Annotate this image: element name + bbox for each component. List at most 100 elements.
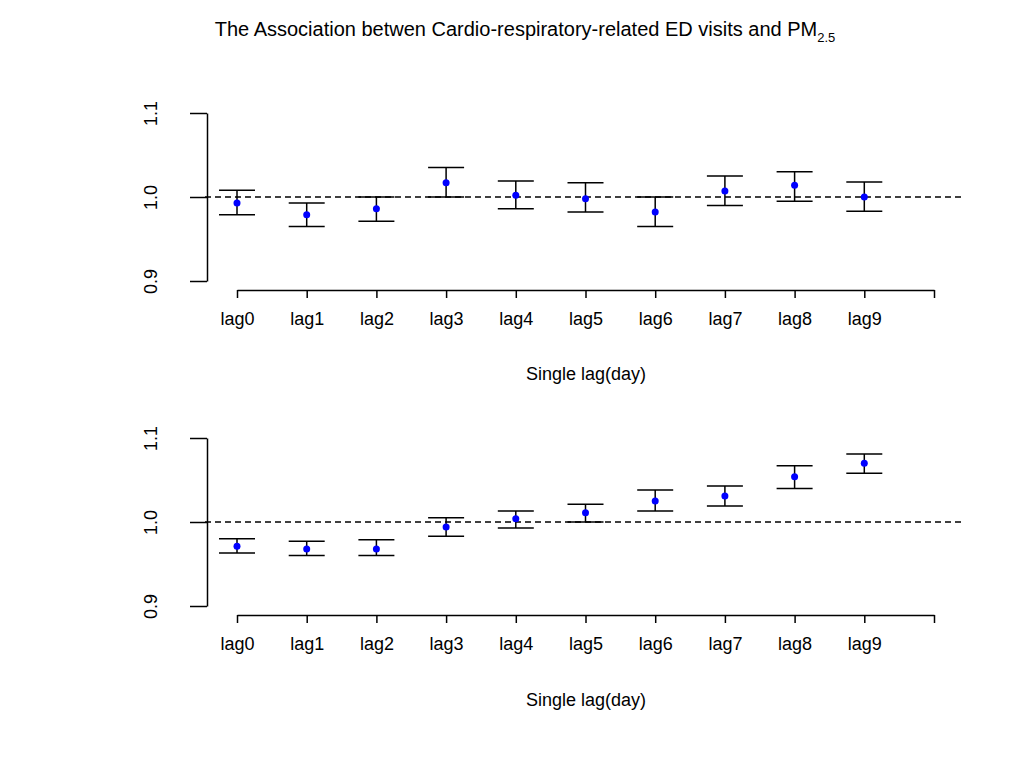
point [861,194,868,201]
x-axis-title: Single lag(day) [526,690,646,710]
point [791,182,798,189]
y-tick-mark [190,606,207,608]
x-tick-label: lag2 [360,634,394,654]
x-tick: lag6 [639,615,673,654]
chart-title: The Association betwen Cardio-respirator… [215,18,836,45]
point [721,188,728,195]
point [443,179,450,186]
x-tick [934,290,935,298]
x-tick-mark [794,615,796,623]
point [512,192,519,199]
error-bar [777,466,813,489]
point [721,492,728,499]
point [303,211,310,218]
y-tick-mark [190,522,207,524]
x-axis-title: Single lag(day) [526,364,646,384]
error-bar [568,504,604,522]
x-tick: lag0 [220,615,254,654]
error-bar [289,203,325,227]
y-tick: 1.0 [141,510,207,535]
error-bar [358,540,394,556]
x-tick-label: lag9 [848,309,882,329]
x-tick: lag1 [290,615,324,654]
error-bar [428,518,464,536]
point [582,509,589,516]
x-tick-mark [446,290,448,298]
x-tick-mark [585,290,587,298]
error-bar [777,172,813,201]
error-bar [637,490,673,511]
x-tick-label: lag5 [569,309,603,329]
plot-area [205,168,963,227]
error-bar [498,181,534,209]
point [512,515,519,522]
y-tick-label: 1.1 [141,101,161,126]
x-tick-mark [376,290,378,298]
error-bar [707,176,743,205]
x-tick: lag6 [639,290,673,329]
x-tick-mark [237,290,239,298]
x-tick-label: lag6 [639,309,673,329]
y-tick-label: 0.9 [141,269,161,294]
x-tick-label: lag1 [290,309,324,329]
x-tick: lag8 [778,615,812,654]
y-tick-mark [190,438,207,440]
x-tick-label: lag8 [778,634,812,654]
x-tick [934,615,935,623]
x-tick-label: lag4 [499,634,533,654]
y-axis: 0.9 1.0 1.1 [141,101,208,294]
point [373,545,380,552]
y-tick-label: 1.0 [141,185,161,210]
x-tick: lag2 [360,615,394,654]
x-tick: lag5 [569,615,603,654]
x-tick-mark [864,290,866,298]
y-tick-mark [190,281,207,283]
point [303,545,310,552]
point [791,473,798,480]
x-tick-mark [934,615,936,623]
y-tick: 1.1 [141,101,207,126]
x-tick: lag9 [848,290,882,329]
x-tick: lag8 [778,290,812,329]
x-tick-mark [864,615,866,623]
x-tick-mark [306,290,308,298]
x-tick: lag9 [848,615,882,654]
y-tick-label: 1.0 [141,510,161,535]
x-tick-label: lag3 [430,309,464,329]
x-tick-mark [516,615,518,623]
error-bar [219,190,255,214]
x-tick-mark [725,615,727,623]
point [582,195,589,202]
error-bar [219,539,255,553]
x-tick-mark [446,615,448,623]
x-axis: lag0lag1lag2lag3lag4lag5lag6lag7lag8lag9 [220,290,934,329]
x-tick-mark [934,290,936,298]
x-tick-mark [725,290,727,298]
x-tick-label: lag3 [430,634,464,654]
error-bar [846,454,882,473]
chart-root: The Association betwen Cardio-respirator… [0,0,1024,764]
x-tick: lag7 [708,290,742,329]
y-tick-mark [190,113,207,115]
x-tick-label: lag4 [499,309,533,329]
y-tick: 1.0 [141,185,207,210]
error-bar [289,541,325,555]
error-bar [428,168,464,197]
x-tick: lag2 [360,290,394,329]
x-tick-label: lag8 [778,309,812,329]
x-tick-label: lag0 [220,634,254,654]
y-axis: 0.91.01.1 [141,426,208,619]
x-tick-mark [655,290,657,298]
point [234,543,241,550]
x-tick-label: lag2 [360,309,394,329]
x-tick-label: lag7 [708,634,742,654]
x-tick-label: lag9 [848,634,882,654]
x-tick: lag5 [569,290,603,329]
x-tick-label: lag6 [639,634,673,654]
error-bar [568,183,604,212]
error-bar [707,486,743,506]
x-tick-mark [306,615,308,623]
x-tick: lag1 [290,290,324,329]
x-tick-mark [237,615,239,623]
error-bar [846,182,882,211]
